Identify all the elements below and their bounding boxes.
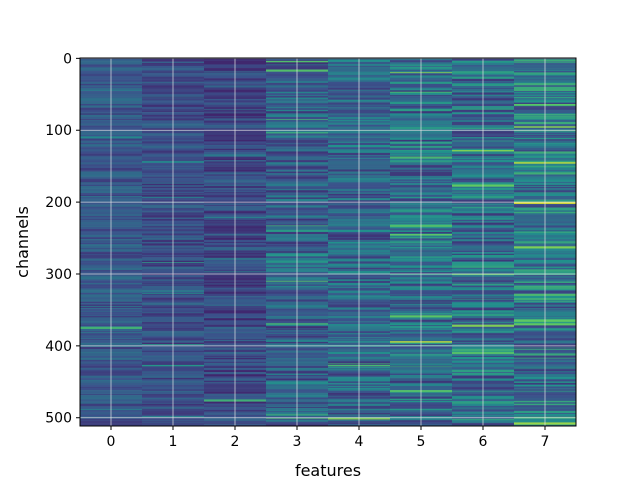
y-tick-label: 200 xyxy=(45,195,72,211)
y-axis-ticks: 0 100 200 300 400 500 xyxy=(45,51,80,427)
y-tick-label: 400 xyxy=(45,339,72,355)
x-tick-label: 4 xyxy=(355,434,364,450)
x-axis-ticks: 0 1 2 3 4 5 6 7 xyxy=(107,426,550,450)
x-tick-label: 3 xyxy=(293,434,302,450)
plot-frame xyxy=(79,57,577,427)
x-tick-label: 6 xyxy=(479,434,488,450)
x-tick-label: 7 xyxy=(541,434,550,450)
x-tick-label: 1 xyxy=(169,434,178,450)
heatmap-cells xyxy=(80,58,577,427)
x-axis-label: features xyxy=(295,461,361,480)
x-tick-label: 2 xyxy=(231,434,240,450)
y-tick-label: 500 xyxy=(45,411,72,427)
x-tick-label: 5 xyxy=(417,434,426,450)
y-tick-label: 0 xyxy=(63,51,72,67)
y-axis-label: channels xyxy=(13,206,32,278)
y-tick-label: 300 xyxy=(45,267,72,283)
y-tick-label: 100 xyxy=(45,123,72,139)
x-tick-label: 0 xyxy=(107,434,116,450)
